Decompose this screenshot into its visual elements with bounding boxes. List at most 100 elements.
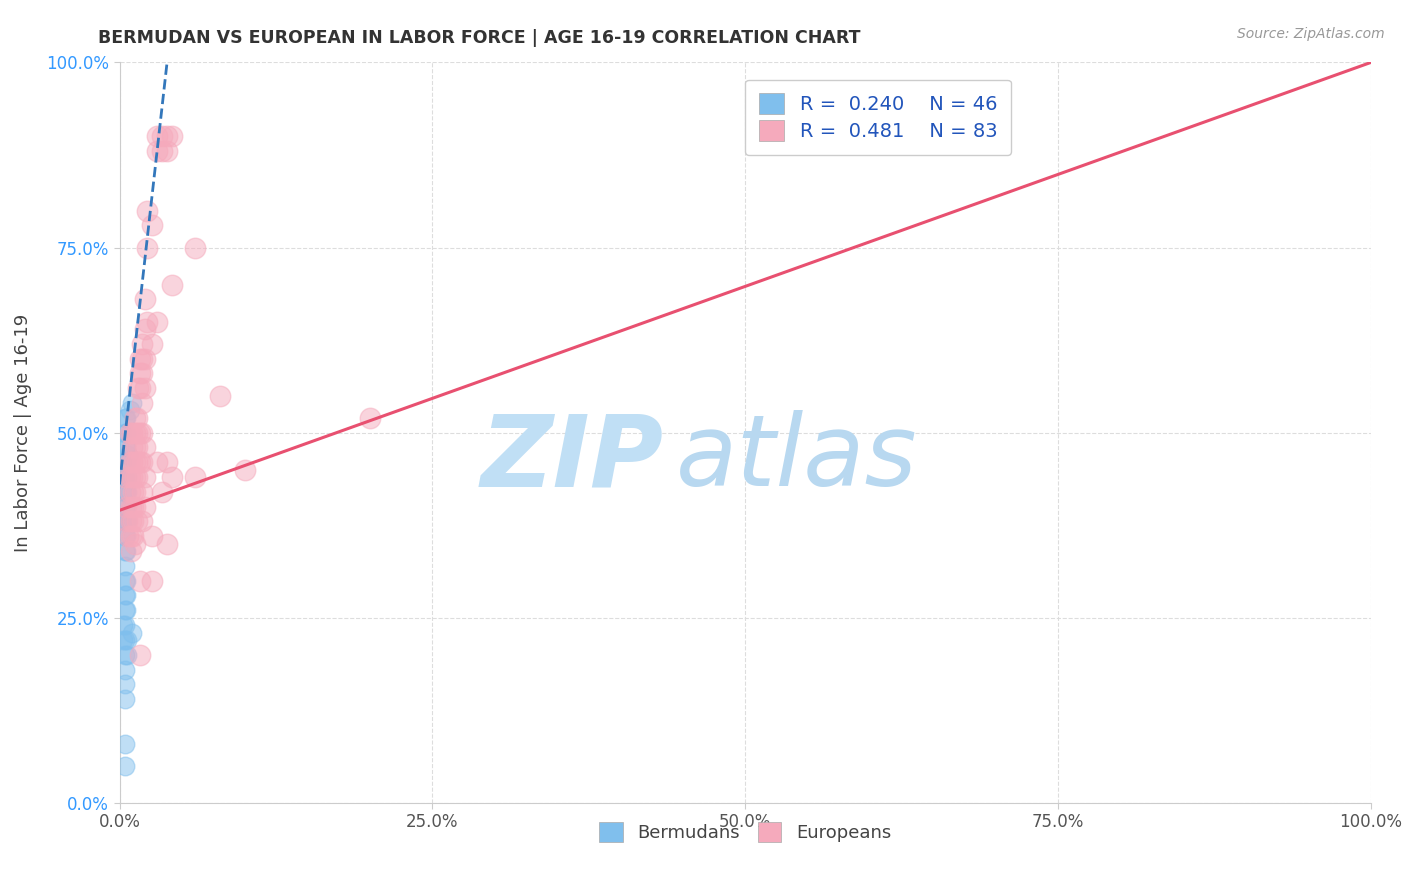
Point (112, 618, 135, 632)
Text: BERMUDAN VS EUROPEAN IN LABOR FORCE | AGE 16-19 CORRELATION CHART: BERMUDAN VS EUROPEAN IN LABOR FORCE | AG… (98, 29, 860, 46)
Point (118, 470, 141, 484)
Point (121, 455, 143, 469)
Point (114, 558, 136, 573)
Point (134, 381, 156, 395)
Point (114, 603, 136, 617)
Point (114, 589, 136, 603)
Point (114, 515, 136, 529)
Point (115, 515, 138, 529)
Point (125, 425, 148, 440)
Point (118, 484, 141, 499)
Point (121, 441, 143, 455)
Point (120, 515, 142, 529)
Point (124, 500, 146, 514)
Point (118, 403, 141, 417)
Point (124, 455, 146, 469)
Legend: Bermudans, Europeans: Bermudans, Europeans (592, 815, 898, 849)
Point (114, 470, 136, 484)
Point (131, 484, 153, 499)
Point (183, 470, 205, 484)
Point (120, 529, 142, 543)
Point (114, 455, 136, 469)
Point (160, 470, 183, 484)
Point (131, 336, 153, 351)
Point (128, 367, 150, 381)
Point (114, 544, 136, 558)
Point (114, 758, 136, 772)
Point (150, 129, 173, 144)
Text: ZIP: ZIP (481, 410, 664, 507)
Point (124, 425, 146, 440)
Point (114, 410, 136, 425)
Point (146, 314, 169, 328)
Point (114, 692, 136, 706)
Point (114, 455, 136, 469)
Point (122, 500, 145, 514)
Point (114, 648, 136, 662)
Point (122, 529, 145, 543)
Point (114, 574, 136, 588)
Point (128, 648, 150, 662)
Point (114, 470, 136, 484)
Point (134, 351, 156, 366)
Point (156, 536, 179, 550)
Point (134, 441, 156, 455)
Point (131, 351, 153, 366)
Text: Source: ZipAtlas.com: Source: ZipAtlas.com (1237, 27, 1385, 41)
Point (124, 470, 146, 484)
Point (134, 293, 156, 307)
Point (115, 632, 138, 647)
Point (114, 484, 136, 499)
Point (117, 529, 139, 543)
Point (128, 455, 150, 469)
Point (156, 455, 179, 469)
Point (114, 677, 136, 691)
Point (112, 632, 135, 647)
Point (118, 425, 141, 440)
Point (131, 396, 153, 410)
Point (125, 470, 148, 484)
Point (115, 470, 138, 484)
Point (122, 515, 145, 529)
Point (121, 625, 143, 640)
Text: atlas: atlas (676, 410, 918, 507)
Point (114, 737, 136, 751)
Point (124, 536, 146, 550)
Point (128, 381, 150, 395)
Point (125, 515, 148, 529)
Point (120, 500, 142, 514)
Point (114, 632, 136, 647)
Point (136, 203, 159, 218)
Point (136, 240, 159, 255)
Point (136, 314, 159, 328)
Point (150, 145, 173, 159)
Point (141, 336, 163, 351)
Point (125, 410, 148, 425)
Point (114, 484, 136, 499)
Point (122, 484, 145, 499)
Point (114, 500, 136, 514)
Point (114, 618, 136, 632)
Point (114, 500, 136, 514)
Point (114, 603, 136, 617)
Point (233, 462, 256, 476)
Point (114, 470, 136, 484)
Point (121, 396, 143, 410)
Point (115, 648, 138, 662)
Point (114, 441, 136, 455)
Y-axis label: In Labor Force | Age 16-19: In Labor Force | Age 16-19 (14, 313, 32, 552)
Point (128, 351, 150, 366)
Point (115, 515, 138, 529)
Point (134, 500, 156, 514)
Point (131, 367, 153, 381)
Point (114, 663, 136, 677)
Point (125, 455, 148, 469)
Point (156, 145, 179, 159)
Point (208, 388, 231, 402)
Point (114, 425, 136, 440)
Point (160, 277, 183, 292)
Point (114, 529, 136, 543)
Point (114, 589, 136, 603)
Point (359, 410, 381, 425)
Point (131, 455, 153, 469)
